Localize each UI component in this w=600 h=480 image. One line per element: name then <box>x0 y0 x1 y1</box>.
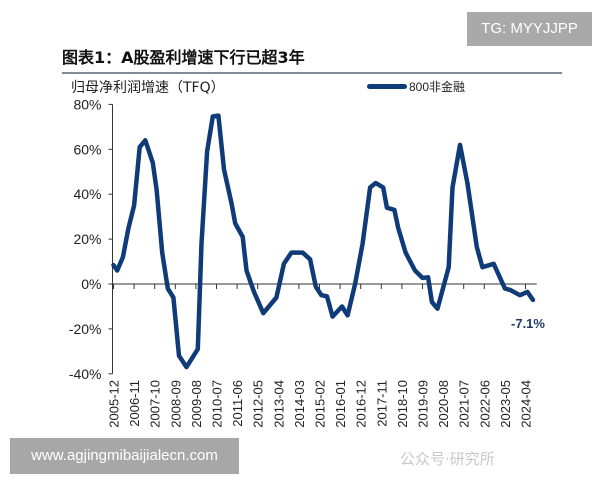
x-tick-label: 2012-05 <box>251 380 266 428</box>
x-tick-label: 2007-10 <box>148 380 163 428</box>
x-tick-label: 2016-12 <box>354 380 369 428</box>
x-tick-label: 2013-04 <box>271 380 286 428</box>
legend-swatch <box>367 84 407 89</box>
y-tick-label: -20% <box>69 321 102 337</box>
chart-title: 图表1：A股盈利增速下行已超3年 <box>62 48 305 67</box>
watermark-top: TG: MYYJJPP <box>467 12 592 46</box>
x-tick-label: 2011-06 <box>230 380 245 427</box>
x-tick-label: 2017-11 <box>374 380 389 427</box>
x-tick-label: 2008-09 <box>168 380 183 428</box>
legend-label: 800非金融 <box>409 80 466 94</box>
y-axis-label: 归母净利润增速（TFQ） <box>71 80 225 96</box>
title-divider <box>62 72 562 74</box>
y-tick-label: 20% <box>73 231 101 247</box>
x-tick-label: 2014-03 <box>292 380 307 428</box>
y-tick-label: 80% <box>73 96 101 112</box>
x-tick-label: 2018-10 <box>395 380 410 428</box>
legend: 800非金融 <box>367 78 465 95</box>
x-tick-label: 2022-06 <box>477 380 492 428</box>
x-tick-label: 2009-08 <box>189 380 204 428</box>
x-tick-label: 2005-12 <box>107 380 122 428</box>
last-value-annotation: -7.1% <box>511 316 545 331</box>
x-tick-label: 2016-01 <box>333 380 348 428</box>
series-line-800 <box>111 113 536 370</box>
x-tick-label: 2021-07 <box>457 380 472 428</box>
x-tick-label: 2015-02 <box>313 380 328 428</box>
y-tick-label: 0% <box>81 276 101 292</box>
y-tick-label: 40% <box>73 186 101 202</box>
x-tick-label: 2023-05 <box>498 380 513 428</box>
x-tick-label: 2024-04 <box>519 380 534 428</box>
watermark-mid: 公众号·研究所 <box>400 450 495 468</box>
x-tick-label: 2006-11 <box>127 380 142 427</box>
y-tick-label: -40% <box>69 366 102 382</box>
y-tick-label: 60% <box>73 141 101 157</box>
x-tick-label: 2019-09 <box>416 380 431 428</box>
watermark-bottom: www.agjingmibaijialecn.com <box>10 438 239 474</box>
x-tick-label: 2020-08 <box>436 380 451 428</box>
x-tick-label: 2010-07 <box>210 380 225 428</box>
